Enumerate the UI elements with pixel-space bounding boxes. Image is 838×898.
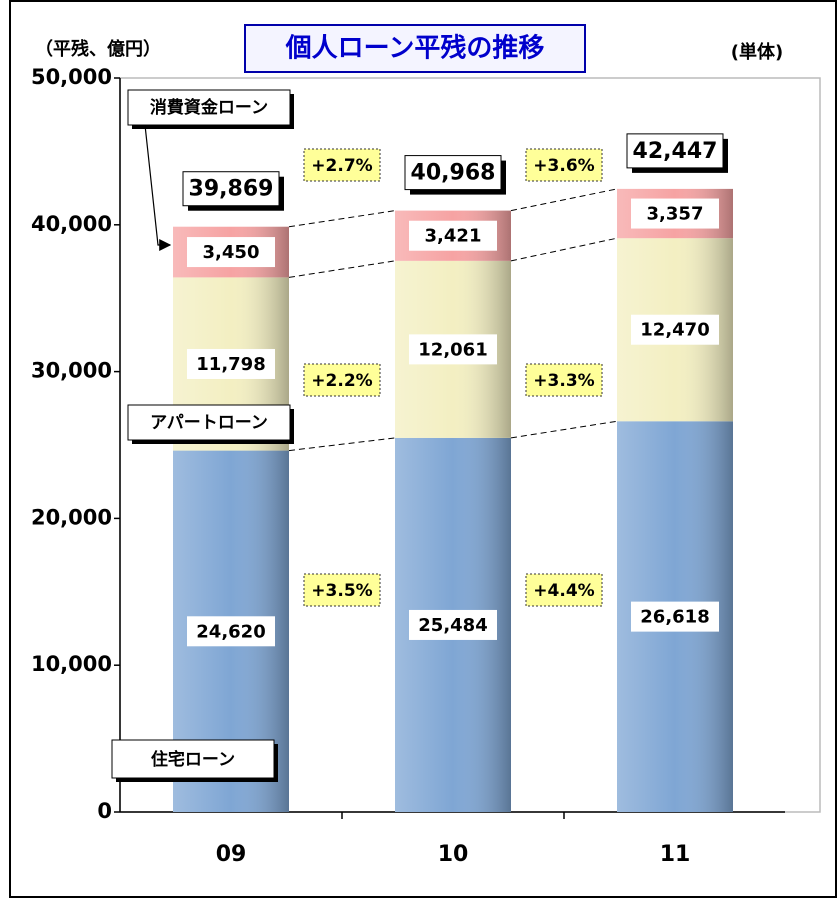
- y-tick-label: 40,000: [31, 212, 112, 236]
- value-label-box: [187, 237, 275, 268]
- value-label-box: [631, 198, 719, 229]
- x-tick-label: 10: [438, 842, 469, 867]
- growth-label: +3.3%: [533, 371, 594, 391]
- value-label: 12,470: [640, 320, 709, 341]
- unit-label: （平残、億円）: [35, 38, 161, 60]
- value-label: 3,357: [647, 204, 704, 225]
- plot: 0 10,000 20,000 30,000 40,000 50,000 09 24,620 1…: [31, 65, 733, 867]
- x-tick-label: 11: [660, 842, 691, 867]
- total-label: 39,869: [189, 177, 274, 202]
- connector: [510, 420, 618, 439]
- value-label: 11,798: [196, 354, 265, 375]
- growth-label: +4.4%: [533, 581, 594, 601]
- y-tick-label: 50,000: [31, 65, 112, 89]
- callout-label: 住宅ローン: [151, 749, 235, 770]
- callout-label: 消費資金ローン: [150, 97, 268, 118]
- connector: [288, 437, 396, 452]
- connector: [288, 210, 396, 228]
- callout-box: [127, 89, 291, 126]
- x-tick-label: 09: [216, 842, 247, 867]
- value-label-box: [187, 616, 275, 647]
- value-label: 12,061: [418, 339, 487, 360]
- value-label-box: [409, 220, 497, 251]
- y-tick-label: 10,000: [31, 652, 112, 676]
- growth-box: [525, 363, 603, 397]
- growth-box: [525, 573, 603, 607]
- growth-label: +3.5%: [311, 581, 372, 601]
- total-box: [404, 155, 502, 191]
- callout-arrow: [144, 124, 172, 251]
- connector: [288, 260, 396, 278]
- growth-box: [525, 148, 603, 182]
- growth-box: [303, 573, 381, 607]
- connector: [510, 188, 618, 212]
- growth-box: [303, 148, 381, 182]
- value-label: 3,421: [425, 226, 482, 247]
- growth-label: +2.2%: [311, 371, 372, 391]
- y-tick-label: 30,000: [31, 359, 112, 383]
- total-label: 40,968: [411, 161, 496, 186]
- value-label-box: [409, 334, 497, 365]
- total-box: [182, 171, 280, 207]
- total-label: 42,447: [633, 139, 718, 164]
- total-box: [626, 133, 724, 169]
- connector: [510, 237, 618, 262]
- value-label-box: [631, 601, 719, 632]
- chart-title: 個人ローン平残の推移: [285, 34, 545, 64]
- callout-box: [111, 739, 275, 779]
- y-tick-label: 20,000: [31, 505, 112, 529]
- frame: [9, 0, 837, 898]
- growth-label: +2.7%: [311, 156, 372, 176]
- value-label: 3,450: [203, 242, 260, 263]
- value-label: 25,484: [418, 615, 487, 636]
- scope-label: (単体): [731, 41, 783, 63]
- value-label-box: [187, 348, 275, 379]
- growth-box: [303, 363, 381, 397]
- value-label: 26,618: [640, 607, 709, 628]
- y-tick-label: 0: [97, 799, 112, 823]
- growth-label: +3.6%: [533, 156, 594, 176]
- title-box: [244, 24, 586, 73]
- callout-label: アパートローン: [150, 413, 268, 433]
- value-label-box: [631, 314, 719, 345]
- callout-box: [127, 404, 291, 441]
- value-label-box: [409, 609, 497, 640]
- value-label: 24,620: [196, 621, 265, 642]
